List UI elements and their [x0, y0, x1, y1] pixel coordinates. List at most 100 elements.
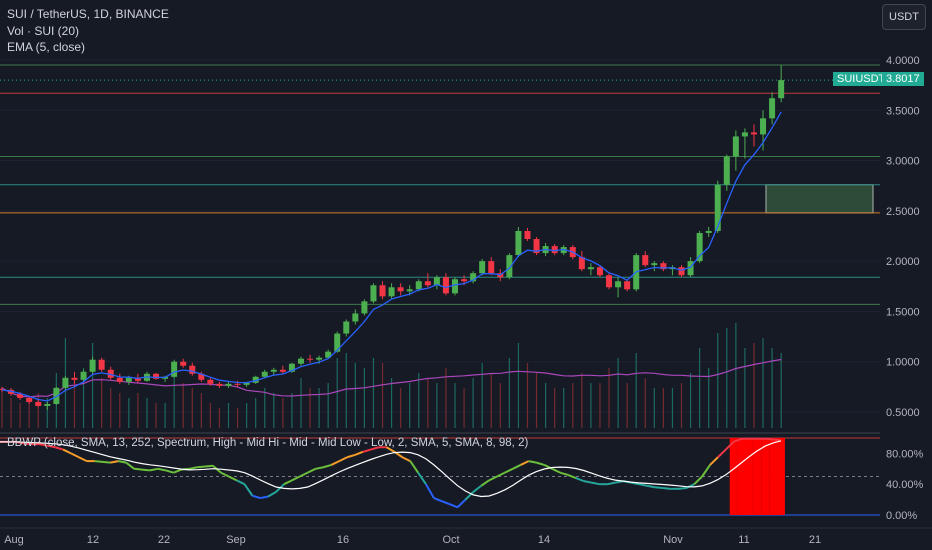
volume-bar — [164, 403, 166, 428]
bbwp-line-segment — [717, 448, 727, 458]
volume-bar — [19, 403, 21, 428]
candle-body — [678, 267, 685, 276]
bbwp-line-segment — [733, 437, 742, 443]
bbwp-line-segment — [488, 475, 498, 482]
bbwp-line-segment — [654, 486, 663, 490]
candle-body — [243, 382, 250, 385]
volume-indicator-label[interactable]: Vol · SUI (20) — [7, 24, 80, 38]
candle-body — [651, 263, 658, 266]
candle-body — [189, 365, 196, 374]
volume-bar — [708, 368, 710, 428]
bbwp-line-segment — [165, 469, 174, 474]
volume-bar — [526, 363, 529, 428]
bbwp-line-segment — [591, 481, 600, 486]
bbwp-line-segment — [205, 464, 214, 468]
volume-bar — [354, 363, 356, 428]
volume-ma-line — [1, 358, 782, 398]
bbwp-line-segment — [441, 500, 451, 506]
candle-body — [207, 379, 214, 384]
volume-bar — [182, 383, 184, 428]
bbwp-line-segment — [685, 483, 695, 489]
bbwp-line-segment — [315, 466, 324, 470]
volume-bar — [780, 353, 782, 428]
candle-body — [624, 281, 631, 290]
bbwp-line-segment — [433, 497, 443, 503]
bbwp-line-segment — [346, 453, 356, 459]
candlestick-series — [0, 65, 785, 410]
bbwp-line-segment — [362, 448, 372, 453]
bbwp-line-segment — [512, 464, 522, 470]
volume-bar — [92, 343, 94, 428]
bbwp-line-segment — [283, 479, 293, 486]
bbwp-line-segment — [189, 466, 198, 470]
volume-bar — [753, 343, 755, 428]
bbwp-line-segment — [118, 460, 127, 464]
volume-bar — [363, 368, 365, 428]
volume-bar — [46, 398, 48, 428]
candle-body — [180, 361, 187, 366]
bbwp-line-segment — [54, 446, 64, 451]
candle-body — [270, 369, 277, 372]
osc-tick-label: 80.00% — [886, 448, 924, 460]
time-tick-label: 16 — [337, 534, 349, 546]
volume-bar — [110, 388, 112, 428]
volume-bar — [608, 368, 610, 428]
bbwp-extreme-bar — [769, 438, 778, 515]
candle-body — [397, 287, 404, 292]
volume-bar — [653, 388, 655, 428]
bbwp-line-segment — [520, 460, 529, 466]
bbwp-line-segment — [70, 452, 80, 459]
candle-body — [415, 281, 422, 290]
candle-body — [107, 369, 114, 378]
volume-bar — [508, 358, 510, 428]
candle-body — [252, 376, 259, 383]
oscillator-axis[interactable]: 80.00% 40.00% 0.00% — [886, 448, 924, 522]
candle-body — [17, 393, 24, 398]
volume-bar — [28, 398, 30, 428]
bbwp-line-segment — [567, 474, 577, 479]
candle-body — [660, 263, 667, 270]
time-tick-label: Nov — [663, 534, 683, 546]
bbwp-line-segment — [638, 483, 648, 487]
volume-bar — [82, 368, 85, 428]
candle-body — [778, 80, 785, 99]
candle-body — [261, 371, 268, 377]
osc-tick-label: 0.00% — [886, 510, 917, 522]
volume-bar — [146, 398, 148, 428]
candle-body — [714, 184, 721, 231]
bbwp-line-segment — [62, 448, 72, 455]
candle-body — [316, 357, 323, 360]
bbwp-extreme-bar — [761, 438, 770, 515]
volume-bar — [445, 368, 447, 428]
candle-body — [198, 373, 205, 380]
candle-body — [134, 377, 141, 381]
volume-bar — [73, 378, 76, 428]
candle-body — [424, 281, 431, 286]
bbwp-line-segment — [678, 487, 687, 490]
bbwp-line-segment — [765, 437, 774, 441]
bbwp-extreme-bar — [745, 438, 754, 515]
price-tick-label: 1.5000 — [886, 306, 920, 318]
ema-indicator-label[interactable]: EMA (5, close) — [7, 40, 86, 54]
candle-body — [71, 377, 78, 380]
volume-bar — [209, 403, 211, 428]
bbwp-extreme-bar — [753, 438, 762, 515]
candle-body — [642, 255, 649, 266]
currency-button[interactable]: USDT — [882, 4, 926, 30]
candle-body — [343, 321, 350, 334]
volume-bar — [10, 398, 12, 428]
oscillator-label[interactable]: BBWP (close, SMA, 13, 252, Spectrum, Hig… — [7, 437, 529, 449]
volume-bar — [581, 373, 583, 428]
price-axis[interactable]: 4.0000 3.5000 3.0000 2.5000 2.0000 1.5000 1.00… — [886, 55, 920, 419]
volume-bar — [336, 358, 338, 428]
volume-bar — [173, 373, 175, 428]
time-axis[interactable]: Aug 12 22 Sep 16 Oct 14 Nov 11 21 — [0, 527, 932, 546]
volume-bar — [345, 353, 347, 428]
time-tick-label: 14 — [538, 534, 550, 546]
last-price-tag: 3.8017 — [882, 72, 924, 86]
volume-bar — [1, 388, 3, 428]
bbwp-line-segment — [267, 491, 277, 498]
bbwp-line-segment — [110, 460, 119, 464]
candle-body — [524, 230, 531, 240]
